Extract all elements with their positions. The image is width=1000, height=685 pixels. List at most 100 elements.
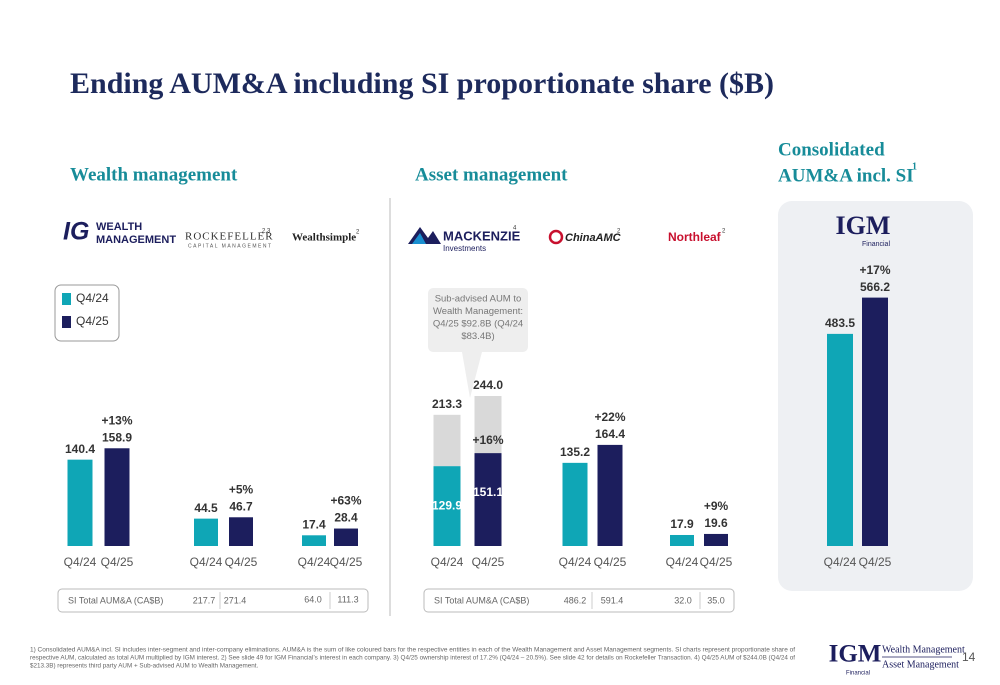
footer-logo: IGM (829, 641, 882, 668)
footnote-ref: 1 (912, 161, 917, 172)
x-tick-label: Q4/24 (431, 555, 464, 569)
bar (302, 535, 326, 546)
bar-value-label: 566.2 (860, 280, 890, 294)
logo-box (62, 216, 92, 246)
footnote: $213.3B) represents third party AUM + Su… (30, 663, 259, 670)
change-label: +63% (330, 494, 361, 508)
bar-value-label: 17.4 (302, 517, 326, 531)
legend-label: Q4/24 (76, 291, 109, 305)
x-tick-label: Q4/25 (330, 555, 363, 569)
si-value: 486.2 (564, 595, 587, 605)
annotation: Sub-advised AUM to (435, 294, 522, 305)
bar (597, 444, 623, 546)
section-title: Consolidated (778, 139, 885, 160)
footnote-ref: 2 (722, 229, 726, 235)
footnote-ref: 2 (617, 229, 621, 235)
footer-text: Wealth Management (882, 644, 965, 655)
si-value: 591.4 (601, 595, 624, 605)
logo-text: ChinaAMC (565, 232, 622, 244)
bar (704, 533, 728, 546)
x-tick-label: Q4/25 (472, 555, 505, 569)
bar-value-label: 135.2 (560, 445, 590, 459)
si-strip (423, 588, 735, 613)
logo-text: ROCKEFELLER (185, 231, 274, 243)
change-label: +5% (229, 482, 254, 496)
logo-text: CAPITAL MANAGEMENT (188, 243, 273, 249)
si-value: 217.7 (193, 595, 216, 605)
change-label: +13% (101, 413, 132, 427)
change-label: +22% (594, 410, 625, 424)
si-value: 111.3 (337, 594, 358, 604)
change-label: +17% (859, 263, 890, 277)
x-tick-label: Q4/24 (824, 555, 857, 569)
si-value: 64.0 (304, 594, 322, 604)
x-tick-label: Q4/25 (594, 555, 627, 569)
x-tick-label: Q4/24 (64, 555, 97, 569)
bar-value-label: 158.9 (102, 430, 132, 444)
bar (334, 528, 358, 546)
x-tick-label: Q4/25 (225, 555, 258, 569)
change-label: +16% (472, 433, 503, 447)
x-tick-label: Q4/25 (101, 555, 134, 569)
bar-segment (474, 396, 502, 454)
section-title: Asset management (415, 164, 568, 185)
logo-text: MACKENZIE (443, 228, 521, 243)
logo-text: Wealthsimple (292, 232, 356, 244)
bar (827, 333, 853, 546)
annotation: Wealth Management: (433, 306, 523, 317)
bar-segment (433, 414, 461, 467)
page-number: 14 (962, 650, 976, 664)
legend-swatch (62, 293, 71, 305)
bar (67, 459, 93, 546)
callout (428, 288, 528, 398)
footnote-ref: 4 (513, 226, 517, 232)
bar (862, 297, 888, 546)
bar-value-label: 17.9 (670, 517, 694, 531)
legend-label: Q4/25 (76, 314, 109, 328)
bar-value-label: 19.6 (704, 516, 728, 530)
x-tick-label: Q4/24 (559, 555, 592, 569)
bar (229, 517, 253, 546)
x-tick-label: Q4/24 (666, 555, 699, 569)
bar (474, 453, 502, 546)
si-label: SI Total AUM&A (CA$B) (68, 595, 163, 605)
x-tick-label: Q4/24 (190, 555, 223, 569)
si-value: 271.4 (224, 595, 247, 605)
legend-swatch (62, 316, 71, 328)
bar-value-label: 44.5 (194, 501, 218, 515)
bar (562, 462, 588, 546)
si-label: SI Total AUM&A (CA$B) (434, 595, 529, 605)
logo-text: MANAGEMENT (96, 234, 176, 246)
total-label: 244.0 (473, 378, 503, 392)
footnote: 1) Consolidated AUM&A incl. SI includes … (30, 647, 795, 654)
bar (670, 534, 694, 546)
footer-text: Asset Management (882, 659, 959, 670)
footnote-ref: 2 (356, 230, 360, 236)
x-tick-label: Q4/25 (859, 555, 892, 569)
slide-title: Ending AUM&A including SI proportionate … (70, 67, 774, 100)
annotation: Q4/25 $92.8B (Q4/24 (433, 319, 523, 330)
si-value: 32.0 (674, 595, 692, 605)
bar-value-label: 140.4 (65, 442, 95, 456)
logo-icon (548, 229, 564, 245)
section-title: AUM&A incl. SI (778, 165, 914, 186)
footnote-ref: 2,3 (262, 229, 271, 235)
bar-value-label: 28.4 (334, 511, 358, 525)
footnote: respective AUM, calculated as total AUM … (30, 655, 795, 662)
x-tick-label: Q4/24 (298, 555, 331, 569)
bar (433, 466, 461, 546)
logo-text: Northleaf (668, 230, 722, 244)
bar-value-label: 46.7 (229, 499, 253, 513)
logo-text: WEALTH (96, 221, 142, 233)
logo-icon (412, 233, 426, 244)
change-label: +9% (704, 499, 729, 513)
bar-value-label: 151.1 (473, 485, 503, 499)
total-label: 213.3 (432, 397, 462, 411)
x-tick-label: Q4/25 (700, 555, 733, 569)
bar (104, 448, 130, 546)
bar-value-label: 483.5 (825, 316, 855, 330)
logo-mark: IG (63, 218, 89, 246)
footer-logo-sub: Financial (846, 671, 870, 677)
logo-text: Financial (862, 241, 890, 248)
logo-text: Investments (443, 244, 486, 253)
